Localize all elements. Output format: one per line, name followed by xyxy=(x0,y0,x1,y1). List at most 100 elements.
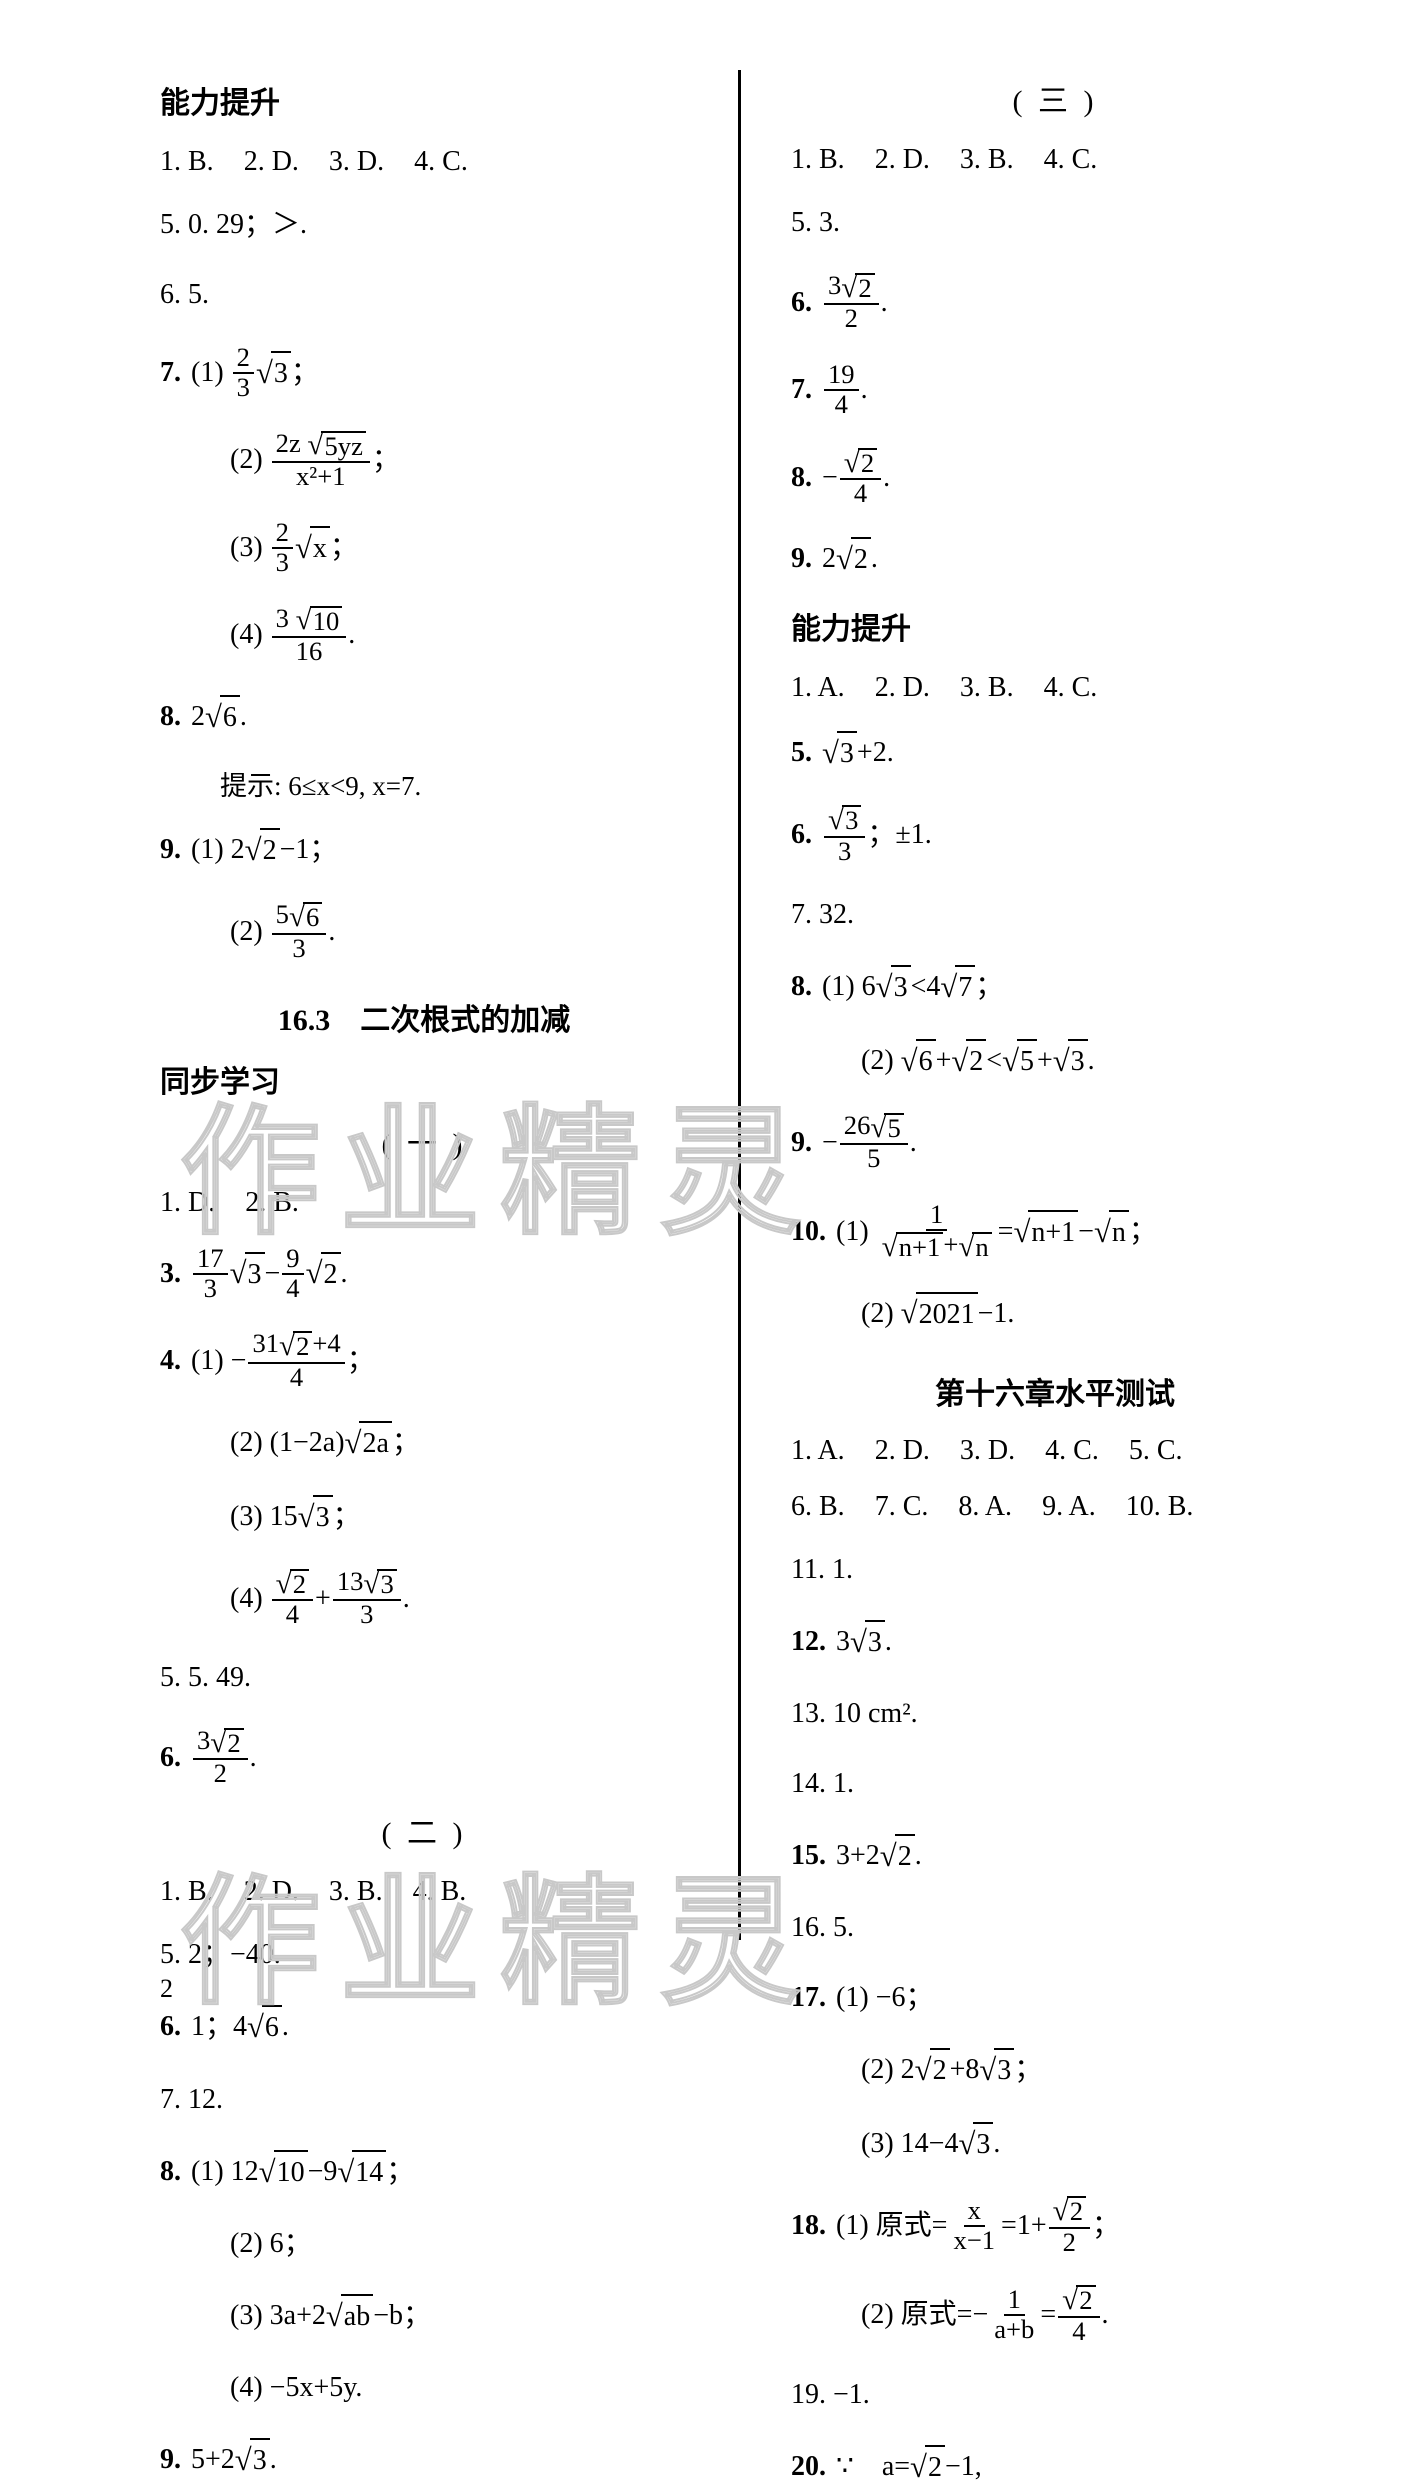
left-column: 能力提升 1. B. 2. D. 3. D. 4. C. 5. 0. 29；＞.… xyxy=(160,70,688,1940)
tab-2: ( 二 ) xyxy=(160,1808,688,1852)
t1-q4-4: (4) 24+ 1333. xyxy=(230,1568,688,1629)
sub-label: (2) xyxy=(230,439,263,481)
ct-mc-2: 6. B. 7. C. 8. A. 9. A. 10. B. xyxy=(791,1491,1319,1523)
t1-mc: 1. D. 2. B. xyxy=(160,1187,688,1219)
fraction: 2z 5yz x²+1 xyxy=(272,430,370,491)
chapter-test-title: 第十六章水平测试 xyxy=(791,1369,1319,1413)
t3b-q8-1: 8. (1) 63 <47； xyxy=(791,964,1319,1010)
mc-item: 2. D. xyxy=(244,146,299,178)
sub-label: (4) xyxy=(230,614,263,656)
t2-q8-2: (2) 6； xyxy=(230,2223,688,2265)
mc-row-1: 1. B. 2. D. 3. D. 4. C. xyxy=(160,146,688,178)
q7-1: 7. (1) 23 3； xyxy=(160,344,688,402)
mc-item: 4. C. xyxy=(414,146,468,178)
mc-item: 4. C. xyxy=(1044,144,1098,176)
mc-item: 2. D. xyxy=(244,1876,299,1908)
t3b-q10-1: 10. (1) 1 n+1+n = n+1−n； xyxy=(791,1201,1319,1262)
mc-item: 3. B. xyxy=(329,1876,383,1908)
fraction: 3 10 16 xyxy=(272,605,347,666)
heading-sync: 同步学习 xyxy=(160,1057,688,1101)
ct-q12: 12. 33. xyxy=(791,1619,1319,1665)
sqrt: x xyxy=(295,525,330,571)
mc-item: 2. D. xyxy=(875,144,930,176)
t3-q7: 7. 194. xyxy=(791,361,1319,419)
q7-2: (2) 2z 5yz x²+1 ； xyxy=(230,430,688,491)
mc-item: 7. C. xyxy=(875,1491,929,1523)
t1-q4-2: (2) (1−2a) 2a； xyxy=(230,1420,688,1466)
mc-item: 10. B. xyxy=(1126,1491,1194,1523)
t3b-q6: 6. 33；±1. xyxy=(791,805,1319,866)
t3b-q5: 5. 3+2. xyxy=(791,730,1319,776)
fraction: 23 xyxy=(233,344,254,402)
page-number: 2 xyxy=(160,1974,173,2004)
ct-q18-1: 18. (1) 原式= xx−1 =1+ 22； xyxy=(791,2195,1319,2256)
t3b-q10-2: (2) 2021−1. xyxy=(861,1290,1319,1336)
mc-item: 3. D. xyxy=(960,1435,1015,1467)
right-column: ( 三 ) 1. B. 2. D. 3. B. 4. C. 5. 3. 6. 3… xyxy=(791,70,1319,1940)
mc-item: 1. B. xyxy=(160,146,214,178)
t1-q4-3: (3) 153； xyxy=(230,1494,688,1540)
t3-q8: 8.− 24. xyxy=(791,447,1319,508)
sqrt: 3 xyxy=(256,350,291,396)
heading-ability: 能力提升 xyxy=(160,78,688,122)
q7-4: (4) 3 10 16 . xyxy=(230,605,688,666)
ct-q18-2: (2) 原式=− 1a+b = 24. xyxy=(861,2285,1319,2346)
ct-q20: 20. ∵ a=2−1, xyxy=(791,2444,1319,2490)
t3b-q9: 9.− 2655. xyxy=(791,1112,1319,1173)
t3-mc: 1. B. 2. D. 3. B. 4. C. xyxy=(791,144,1319,176)
mc-item: 3. D. xyxy=(329,146,384,178)
mc-item: 1. D. xyxy=(160,1187,215,1219)
t3b-mc: 1. A. 2. D. 3. B. 4. C. xyxy=(791,672,1319,704)
section-16-3: 16.3 二次根式的加减 xyxy=(160,995,688,1039)
ct-q19: 19. −1. xyxy=(791,2374,1319,2416)
column-divider xyxy=(738,70,741,1940)
t2-mc: 1. B. 2. D. 3. B. 4. B. xyxy=(160,1876,688,1908)
t3b-q8-2: (2) 6+2<5+3. xyxy=(861,1038,1319,1084)
tab-3: ( 三 ) xyxy=(791,76,1319,120)
ct-q11: 11. 1. xyxy=(791,1549,1319,1591)
mc-item: 1. A. xyxy=(791,1435,845,1467)
ct-mc-1: 1. A. 2. D. 3. D. 4. C. 5. C. xyxy=(791,1435,1319,1467)
t2-q7: 7. 12. xyxy=(160,2079,688,2121)
t1-q3: 3. 173 3− 94 2. xyxy=(160,1245,688,1303)
mc-item: 5. C. xyxy=(1129,1435,1183,1467)
q7-3: (3) 23 x； xyxy=(230,519,688,577)
t3b-q7: 7. 32. xyxy=(791,894,1319,936)
fraction: 23 xyxy=(272,519,293,577)
q9-2: (2) 56 3 . xyxy=(230,901,688,962)
mc-item: 9. A. xyxy=(1042,1491,1096,1523)
mc-item: 1. B. xyxy=(160,1876,214,1908)
mc-item: 2. D. xyxy=(875,1435,930,1467)
mc-item: 2. B. xyxy=(245,1187,299,1219)
mc-item: 3. B. xyxy=(960,672,1014,704)
mc-item: 4. B. xyxy=(413,1876,467,1908)
page-container: 能力提升 1. B. 2. D. 3. D. 4. C. 5. 0. 29；＞.… xyxy=(160,70,1319,1940)
ct-q15: 15. 3+22. xyxy=(791,1833,1319,1879)
t2-q6: 6. 1；46. xyxy=(160,2004,688,2050)
q5: 5. 0. 29；＞. xyxy=(160,204,688,246)
heading-ability-2: 能力提升 xyxy=(791,604,1319,648)
ct-q16: 16. 5. xyxy=(791,1907,1319,1949)
mc-item: 3. B. xyxy=(960,144,1014,176)
mc-item: 6. B. xyxy=(791,1491,845,1523)
ct-q17-1: 17. (1) −6； xyxy=(791,1977,1319,2019)
t2-q8-3: (3) 3a+2 ab−b； xyxy=(230,2293,688,2339)
ct-q17-3: (3) 14−43. xyxy=(861,2121,1319,2167)
mc-item: 8. A. xyxy=(958,1491,1012,1523)
t2-q9: 9. 5+23. xyxy=(160,2437,688,2483)
q6: 6. 5. xyxy=(160,274,688,316)
sub-label: (3) xyxy=(230,527,263,569)
sub-label: (1) xyxy=(191,352,224,394)
t1-q4-1: 4. (1) − 312+4 4 ； xyxy=(160,1330,688,1391)
t3-q9: 9. 22. xyxy=(791,536,1319,582)
q8: 8. 26. xyxy=(160,694,688,740)
t2-q8-1: 8. (1) 12 10 −9 14； xyxy=(160,2149,688,2195)
ct-q13: 13. 10 cm². xyxy=(791,1693,1319,1735)
mc-item: 2. D. xyxy=(875,672,930,704)
ct-q17-2: (2) 22+83； xyxy=(861,2047,1319,2093)
q7-label: 7. xyxy=(160,352,181,394)
mc-item: 1. A. xyxy=(791,672,845,704)
mc-item: 4. C. xyxy=(1045,1435,1099,1467)
t1-q5: 5. 5. 49. xyxy=(160,1657,688,1699)
t2-q8-4: (4) −5x+5y. xyxy=(230,2367,688,2409)
